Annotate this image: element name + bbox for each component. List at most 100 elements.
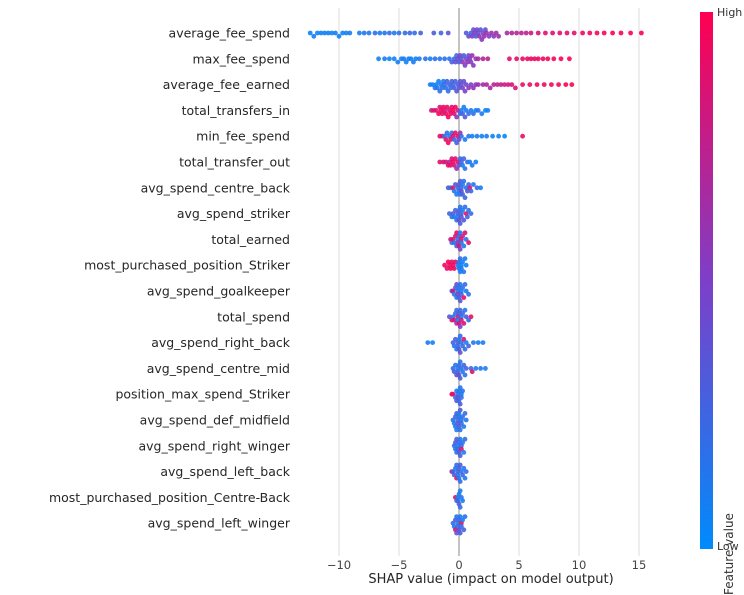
scatter-point: [307, 30, 313, 36]
scatter-point: [457, 436, 463, 442]
scatter-point: [450, 391, 456, 397]
scatter-point: [549, 82, 554, 87]
scatter-point: [451, 266, 457, 271]
scatter-point: [463, 340, 469, 345]
scatter-point: [408, 56, 414, 62]
scatter-point: [448, 111, 453, 117]
scatter-point: [457, 479, 463, 484]
scatter-point: [454, 427, 459, 433]
scatter-point: [471, 63, 476, 68]
scatter-point: [459, 420, 464, 426]
scatter-point: [462, 195, 468, 201]
scatter-point: [481, 33, 487, 39]
scatter-point: [502, 82, 507, 87]
scatter-point: [456, 162, 462, 168]
colorbar-low-label: Low: [717, 540, 739, 553]
scatter-point: [463, 82, 469, 87]
scatter-point: [475, 340, 481, 345]
scatter-point: [460, 192, 465, 197]
scatter-point: [457, 514, 463, 519]
scatter-point: [461, 217, 467, 223]
scatter-point: [462, 372, 468, 378]
colorbar-high-label: High: [717, 6, 743, 19]
scatter-point: [580, 30, 585, 36]
scatter-point: [340, 30, 345, 36]
scatter-point: [469, 369, 475, 375]
scatter-point: [571, 30, 577, 36]
scatter-point: [465, 214, 470, 220]
scatter-point: [545, 56, 551, 62]
scatter-point: [453, 59, 458, 65]
scatter-point: [454, 140, 459, 146]
scatter-point: [445, 88, 451, 94]
x-tick-label: −10: [327, 558, 351, 572]
scatter-point: [311, 33, 317, 39]
scatter-point: [477, 33, 482, 39]
feature-label: avg_spend_def_midfield: [140, 413, 290, 428]
scatter-point: [454, 436, 459, 442]
scatter-point: [469, 53, 475, 58]
scatter-point: [453, 182, 458, 187]
scatter-point: [466, 291, 471, 297]
colorbar-title: Feature value: [722, 513, 736, 595]
scatter-point: [442, 262, 447, 268]
scatter-point: [478, 27, 483, 33]
scatter-point: [376, 56, 381, 62]
scatter-point: [461, 269, 467, 275]
scatter-point: [322, 30, 327, 36]
scatter-point: [468, 82, 474, 87]
scatter-point: [402, 30, 408, 36]
scatter-point: [377, 30, 383, 36]
scatter-point: [463, 288, 469, 294]
scatter-point: [457, 453, 463, 459]
feature-label: avg_spend_left_back: [160, 464, 290, 479]
scatter-point: [460, 285, 465, 291]
scatter-point: [453, 362, 458, 368]
scatter-point: [540, 56, 546, 62]
scatter-point: [357, 30, 362, 36]
scatter-point: [453, 156, 458, 162]
scatter-point: [453, 130, 458, 136]
scatter-point: [509, 30, 515, 36]
scatter-point: [447, 56, 452, 62]
scatter-point: [459, 317, 464, 323]
scatter-point: [460, 440, 465, 445]
scatter-point: [417, 56, 422, 62]
feature-label: avg_spend_right_winger: [139, 438, 291, 453]
scatter-point: [480, 340, 486, 345]
scatter-point: [479, 111, 485, 117]
colorbar: [700, 12, 713, 549]
scatter-point: [463, 30, 469, 36]
scatter-point: [466, 85, 471, 91]
scatter-point: [493, 30, 499, 36]
scatter-point: [639, 30, 644, 36]
scatter-point: [475, 82, 481, 87]
scatter-point: [459, 266, 464, 271]
scatter-point: [465, 59, 470, 65]
scatter-point: [448, 137, 453, 142]
feature-label: average_fee_spend: [169, 26, 290, 41]
scatter-point: [457, 230, 463, 236]
scatter-point: [462, 256, 468, 261]
scatter-point: [550, 30, 555, 36]
scatter-point: [466, 207, 471, 213]
scatter-point: [460, 388, 465, 394]
scatter-point: [457, 324, 463, 330]
scatter-point: [463, 262, 469, 268]
scatter-point: [459, 446, 464, 452]
x-tick-label: 0: [455, 558, 462, 572]
scatter-point: [457, 401, 463, 407]
scatter-point: [444, 78, 450, 84]
scatter-point: [462, 475, 468, 481]
x-axis-title: SHAP value (impact on model output): [368, 572, 614, 587]
scatter-point: [456, 59, 462, 65]
scatter-point: [468, 108, 474, 113]
scatter-point: [564, 30, 570, 36]
scatter-point: [456, 137, 462, 142]
scatter-point: [430, 340, 435, 345]
scatter-point: [445, 114, 451, 120]
scatter-point: [454, 307, 459, 313]
scatter-point: [454, 192, 459, 197]
scatter-point: [451, 137, 457, 142]
scatter-point: [382, 56, 387, 62]
